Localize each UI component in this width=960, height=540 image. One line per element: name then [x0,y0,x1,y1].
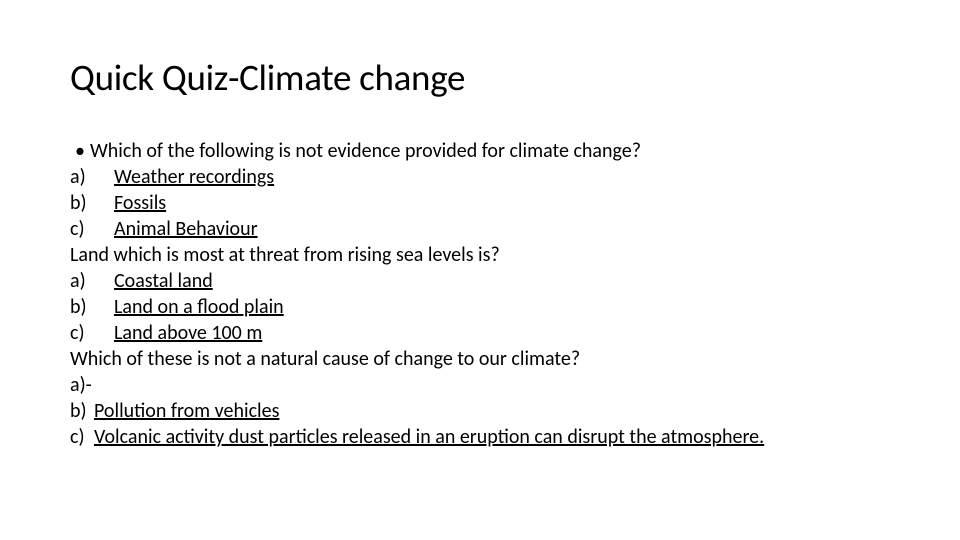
option-marker: a) [70,268,114,294]
option-text: Volcanic activity dust particles release… [94,424,764,450]
option-marker: a) [70,164,114,190]
question-3-option-c: c) Volcanic activity dust particles rele… [70,424,890,450]
question-3-prompt: Which of these is not a natural cause of… [70,346,890,372]
question-text: Which of the following is not evidence p… [90,138,641,164]
option-text: Land above 100 m [114,320,262,346]
option-text: Land on a flood plain [114,294,284,320]
option-marker: c) [70,424,94,450]
option-text: Weather recordings [114,164,274,190]
option-text: Coastal land [114,268,213,294]
question-3-option-a: a)- [70,372,890,398]
option-text: Fossils [114,190,166,216]
slide-title: Quick Quiz-Climate change [70,55,890,100]
bullet-icon: • [70,138,90,164]
question-2-prompt: Land which is most at threat from rising… [70,242,890,268]
question-1-option-b: b) Fossils [70,190,890,216]
option-marker: b) [70,294,114,320]
option-text: Animal Behaviour [114,216,258,242]
option-text: Pollution from vehicles [94,398,279,424]
option-marker: c) [70,216,114,242]
question-2-option-c: c) Land above 100 m [70,320,890,346]
question-2-option-a: a) Coastal land [70,268,890,294]
option-marker: c) [70,320,114,346]
question-1-option-a: a) Weather recordings [70,164,890,190]
question-1-option-c: c) Animal Behaviour [70,216,890,242]
question-3-option-b: b) Pollution from vehicles [70,398,890,424]
option-marker: b) [70,398,94,424]
question-2-option-b: b) Land on a flood plain [70,294,890,320]
slide-body: • Which of the following is not evidence… [70,138,890,450]
option-marker: b) [70,190,114,216]
question-1-prompt: • Which of the following is not evidence… [70,138,890,164]
